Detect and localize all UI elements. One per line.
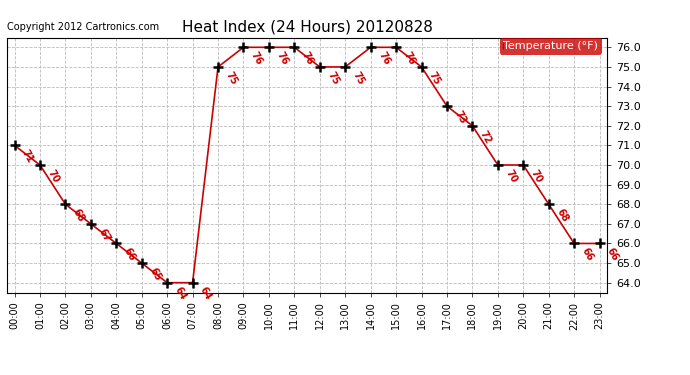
Text: 72: 72 — [478, 129, 493, 145]
Text: 75: 75 — [325, 70, 341, 86]
Text: 68: 68 — [71, 207, 86, 224]
Text: 76: 76 — [376, 50, 392, 67]
Text: 73: 73 — [453, 109, 468, 126]
Text: 76: 76 — [402, 50, 417, 67]
Text: 75: 75 — [351, 70, 366, 86]
Text: Copyright 2012 Cartronics.com: Copyright 2012 Cartronics.com — [7, 22, 159, 32]
Text: 66: 66 — [580, 246, 595, 263]
Text: 70: 70 — [504, 168, 519, 184]
Text: 76: 76 — [249, 50, 264, 67]
Text: 68: 68 — [554, 207, 570, 224]
Text: 71: 71 — [20, 148, 35, 165]
Text: 75: 75 — [427, 70, 442, 86]
Title: Heat Index (24 Hours) 20120828: Heat Index (24 Hours) 20120828 — [181, 20, 433, 35]
Text: 76: 76 — [275, 50, 290, 67]
Text: 64: 64 — [172, 285, 188, 302]
Text: 67: 67 — [97, 226, 112, 243]
Text: 70: 70 — [529, 168, 544, 184]
Text: 70: 70 — [46, 168, 61, 184]
Text: 66: 66 — [605, 246, 620, 263]
Text: 65: 65 — [147, 266, 163, 282]
Text: 64: 64 — [198, 285, 213, 302]
Text: 75: 75 — [224, 70, 239, 86]
Legend: Temperature (°F): Temperature (°F) — [500, 38, 602, 55]
Text: 66: 66 — [122, 246, 137, 263]
Text: 76: 76 — [300, 50, 315, 67]
